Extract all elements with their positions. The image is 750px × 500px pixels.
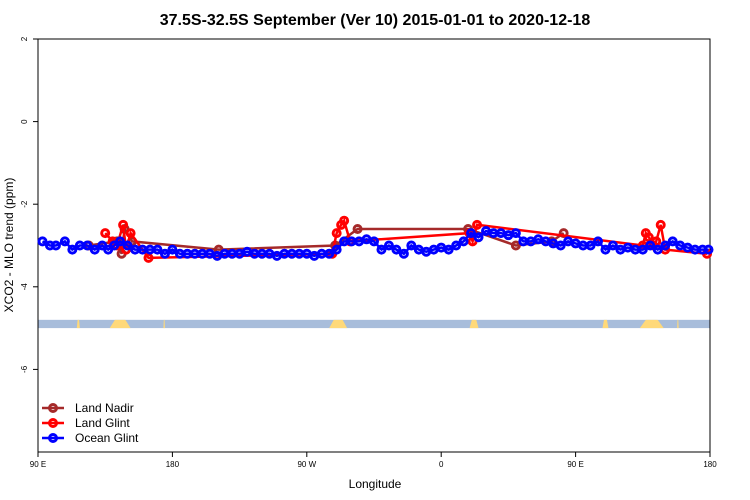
land-strip [38,319,710,329]
land-mass [469,319,479,329]
data-point-land-glint [118,219,129,230]
chart-title: 37.5S-32.5S September (Ver 10) 2015-01-0… [160,12,591,29]
data-point-ocean-glint [331,244,342,255]
data-point-ocean-glint [37,236,48,247]
data-point-ocean-glint [67,244,78,255]
legend-marker [48,403,58,413]
y-tick-label: 2 [20,36,29,41]
ocean-band [38,319,710,329]
data-point-ocean-glint [585,240,596,251]
data-point-ocean-glint [406,240,417,251]
data-point-ocean-glint [607,240,618,251]
data-point-ocean-glint [50,240,61,251]
data-point-land-glint [100,228,111,239]
y-tick-label: 0 [20,119,29,124]
data-point-ocean-glint [645,240,656,251]
legend-label: Land Nadir [75,401,134,415]
data-point-ocean-glint [115,236,126,247]
x-tick-label: 90 E [30,460,46,469]
data-point-ocean-glint [391,244,402,255]
data-point-land-glint [125,228,136,239]
data-point-ocean-glint [383,240,394,251]
legend-label: Land Glint [75,416,130,430]
legend-marker [48,418,58,428]
land-mass [109,319,131,329]
data-point-ocean-glint [324,248,335,259]
series-line-ocean-glint [41,229,709,258]
y-axis: 2 0 -2 -4 -6 [20,36,38,373]
data-point-land-glint [472,219,483,230]
x-tick-label: 90 W [297,460,316,469]
legend-marker [48,433,58,443]
data-point-ocean-glint [159,248,170,259]
data-point-ocean-glint [458,236,469,247]
data-point-ocean-glint [637,244,648,255]
legend-item-ocean-glint: Ocean Glint [42,431,139,445]
data-point-ocean-glint [473,232,484,243]
data-point-ocean-glint [466,228,477,239]
land-mass [76,319,80,329]
land-mass [163,319,165,329]
data-point-ocean-glint [443,244,454,255]
land-mass [329,319,348,329]
data-point-ocean-glint [555,240,566,251]
data-point-ocean-glint [376,244,387,255]
data-point-ocean-glint [652,244,663,255]
legend-label: Ocean Glint [75,431,139,445]
land-mass [677,319,679,329]
legend-item-land-nadir: Land Nadir [42,401,134,415]
data-point-ocean-glint [451,240,462,251]
data-point-ocean-glint [82,240,93,251]
data-point-land-nadir [352,223,363,234]
data-point-ocean-glint [89,244,100,255]
y-tick-label: -4 [20,283,29,291]
x-tick-label: 180 [166,460,180,469]
y-tick-label: -2 [20,200,29,208]
x-axis-label: Longitude [349,477,402,491]
y-axis-label: XCO2 - MLO trend (ppm) [2,178,16,313]
series-ocean-glint [37,226,714,261]
legend-item-land-glint: Land Glint [42,416,130,430]
data-point-ocean-glint [369,236,379,247]
data-point-ocean-glint [593,236,603,247]
data-point-ocean-glint [600,244,611,255]
land-mass [639,319,664,329]
data-point-land-glint [339,215,350,226]
x-tick-label: 180 [703,460,717,469]
x-tick-label: 90 E [567,460,583,469]
data-point-ocean-glint [703,244,714,255]
x-tick-label: 0 [439,460,444,469]
series-layer [37,215,714,263]
data-point-ocean-glint [152,244,163,255]
data-point-ocean-glint [398,248,409,259]
data-point-land-glint [655,219,666,230]
data-point-ocean-glint [122,240,133,251]
y-tick-label: -6 [20,365,29,373]
data-point-land-nadir [510,240,521,251]
data-point-ocean-glint [167,244,178,255]
x-axis: 90 E 180 90 W 0 90 E 180 [30,452,717,469]
data-point-ocean-glint [510,228,521,239]
data-point-ocean-glint [59,236,70,247]
data-point-ocean-glint [667,236,678,247]
land-mass [602,319,609,329]
data-point-land-glint [331,228,342,239]
data-point-ocean-glint [660,240,671,251]
